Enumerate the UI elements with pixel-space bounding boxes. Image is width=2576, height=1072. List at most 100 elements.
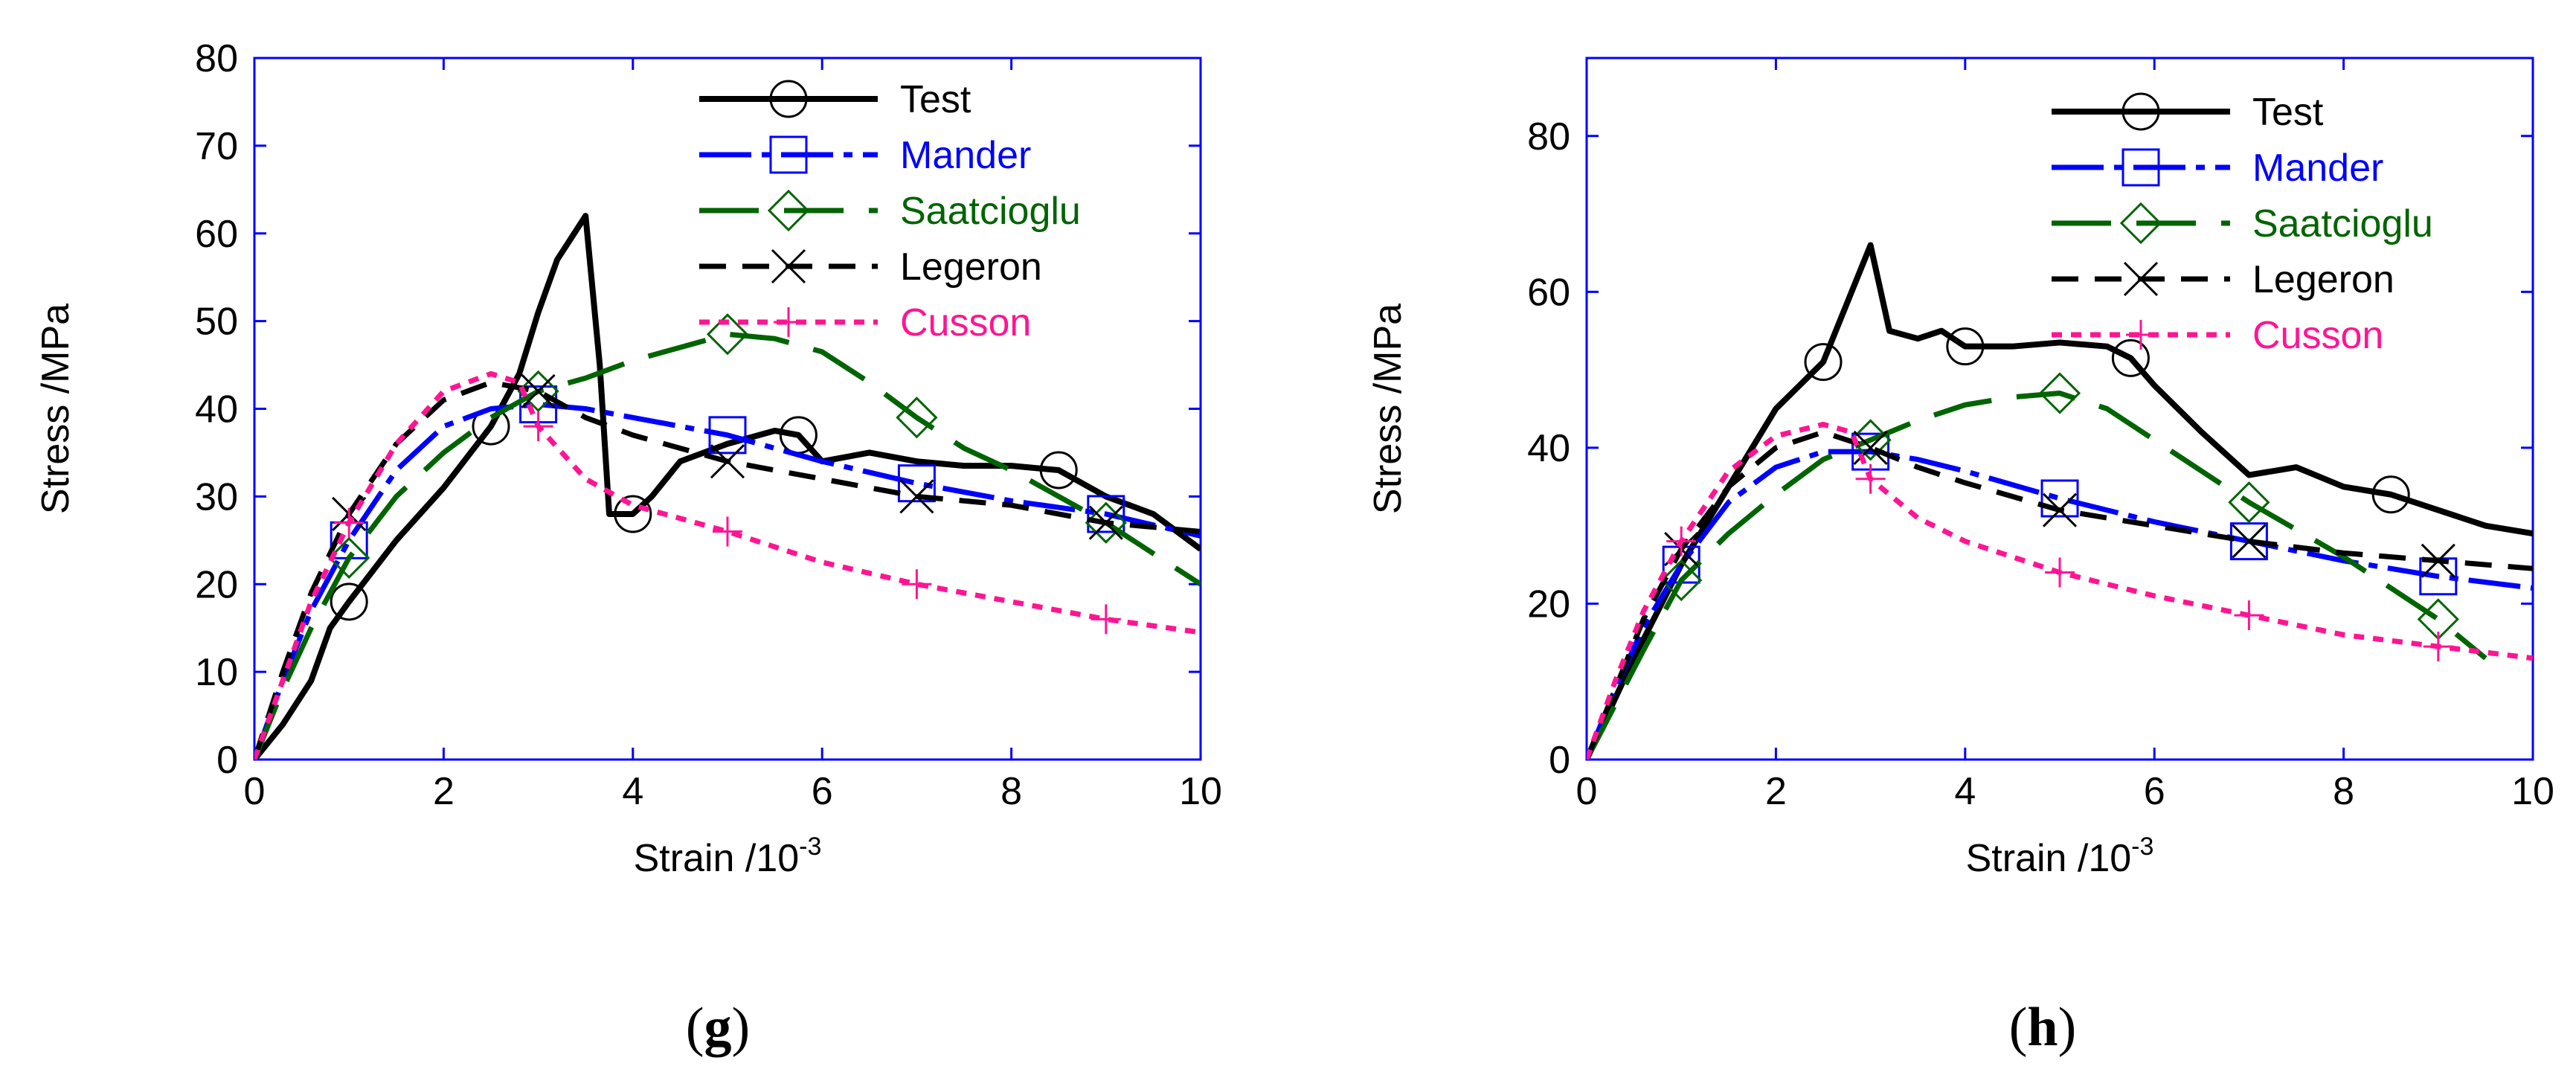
legend-marker-test-h bbox=[2121, 92, 2160, 131]
x-tick-label-g-0: 0 bbox=[244, 770, 266, 813]
series-line-saatcioglu-g bbox=[254, 331, 1201, 760]
x-tick-label-h-4: 4 bbox=[1954, 770, 1976, 813]
x-tick-label-g-6: 6 bbox=[812, 770, 833, 813]
y-tick-label-h-20: 20 bbox=[1527, 582, 1570, 626]
marker-cusson-g-2 bbox=[713, 516, 742, 547]
marker-test-g-4 bbox=[1039, 451, 1078, 490]
x-tick-label-g-8: 8 bbox=[1000, 770, 1022, 813]
legend-label-cusson-h: Cusson bbox=[2252, 314, 2383, 357]
x-axis-label-g: Strain /10-3 bbox=[634, 832, 822, 880]
x-tick-label-g-2: 2 bbox=[433, 770, 455, 813]
legend-marker-legeron-h bbox=[2123, 261, 2159, 297]
legend-marker-cusson-h bbox=[2126, 320, 2156, 350]
legend-marker-test-g bbox=[769, 80, 808, 118]
y-tick-label-g-60: 60 bbox=[195, 213, 238, 256]
x-axis-label-exponent-g: -3 bbox=[799, 832, 821, 861]
x-axis-label-text-h: Strain /10 bbox=[1966, 837, 2132, 880]
marker-legeron-g-4 bbox=[1088, 505, 1123, 540]
legend-label-mander-g: Mander bbox=[900, 134, 1031, 177]
marker-test-h-0 bbox=[1804, 343, 1843, 382]
y-tick-label-g-70: 70 bbox=[195, 125, 238, 168]
y-tick-label-h-40: 40 bbox=[1527, 427, 1570, 470]
legend-label-legeron-g: Legeron bbox=[900, 245, 1042, 289]
y-tick-label-h-0: 0 bbox=[1549, 739, 1570, 782]
legend-label-test-h: Test bbox=[2252, 91, 2324, 134]
marker-test-g-2 bbox=[614, 495, 652, 533]
series-line-saatcioglu-h bbox=[1587, 391, 2487, 760]
marker-cusson-g-0 bbox=[334, 507, 364, 538]
marker-saatcioglu-g-4 bbox=[1085, 501, 1127, 544]
y-tick-label-g-20: 20 bbox=[195, 563, 238, 606]
marker-test-h-2 bbox=[2111, 338, 2150, 377]
marker-legeron-g-1 bbox=[521, 373, 556, 408]
panel-label-h: (h) bbox=[2009, 997, 2076, 1058]
y-axis-label-g: Stress /MPa bbox=[34, 304, 77, 514]
marker-saatcioglu-h-2 bbox=[2038, 372, 2081, 414]
x-tick-label-g-10: 10 bbox=[1179, 770, 1222, 813]
panel-label-g-letter: g bbox=[704, 997, 732, 1058]
legend-label-legeron-h: Legeron bbox=[2252, 258, 2394, 301]
x-axis-label-exponent-h: -3 bbox=[2131, 832, 2153, 861]
y-tick-label-g-30: 30 bbox=[195, 475, 238, 519]
marker-mander-h-2 bbox=[2040, 479, 2079, 518]
marker-saatcioglu-h-0 bbox=[1660, 559, 1703, 602]
y-tick-label-g-50: 50 bbox=[195, 301, 238, 344]
marker-legeron-g-3 bbox=[899, 479, 934, 514]
series-line-legeron-g bbox=[254, 379, 1201, 760]
legend-marker-saatcioglu-h bbox=[2119, 202, 2162, 245]
plot-frame-h bbox=[1585, 57, 2534, 761]
marker-legeron-h-2 bbox=[2042, 492, 2078, 527]
chart-panel-h: 0 2 4 6 8 10 0 20 40 60 80 Strain /10-3 Stress /MPa T… bbox=[1366, 57, 2554, 880]
x-tick-label-g-4: 4 bbox=[622, 770, 643, 813]
legend-label-test-g: Test bbox=[900, 78, 971, 121]
series-line-test-h bbox=[1587, 242, 2533, 760]
y-tick-label-g-40: 40 bbox=[195, 388, 238, 431]
panel-label-h-letter: h bbox=[2027, 997, 2058, 1058]
marker-saatcioglu-g-0 bbox=[328, 536, 370, 580]
marker-cusson-g-4 bbox=[1091, 604, 1121, 635]
legend-label-saatcioglu-h: Saatcioglu bbox=[2252, 202, 2433, 245]
marker-saatcioglu-g-1 bbox=[517, 370, 559, 413]
marker-legeron-h-3 bbox=[2232, 524, 2267, 559]
marker-test-h-1 bbox=[1946, 327, 1985, 366]
x-tick-label-h-6: 6 bbox=[2144, 770, 2165, 813]
marker-cusson-g-1 bbox=[523, 411, 553, 442]
series-line-legeron-h bbox=[1587, 429, 2533, 760]
x-axis-label-h: Strain /10-3 bbox=[1966, 832, 2154, 880]
x-axis-label-text-g: Strain /10 bbox=[634, 837, 800, 880]
legend-marker-saatcioglu-g bbox=[767, 189, 810, 232]
y-tick-label-g-80: 80 bbox=[195, 37, 238, 80]
y-axis-label-h: Stress /MPa bbox=[1366, 304, 1410, 514]
marker-cusson-g-3 bbox=[902, 569, 932, 600]
legend-label-cusson-g: Cusson bbox=[900, 301, 1031, 344]
x-tick-label-h-0: 0 bbox=[1576, 770, 1598, 813]
legend-label-mander-h: Mander bbox=[2252, 147, 2383, 190]
legend-marker-cusson-g bbox=[774, 307, 803, 337]
y-tick-label-h-80: 80 bbox=[1527, 115, 1570, 158]
legend-marker-mander-h bbox=[2121, 148, 2160, 187]
y-tick-label-g-0: 0 bbox=[216, 739, 238, 782]
legend-label-saatcioglu-g: Saatcioglu bbox=[900, 190, 1081, 233]
series-line-test-g bbox=[254, 213, 1201, 760]
marker-saatcioglu-h-3 bbox=[2228, 481, 2270, 524]
marker-legeron-h-4 bbox=[2421, 543, 2455, 578]
marker-saatcioglu-g-3 bbox=[896, 397, 938, 439]
marker-mander-g-3 bbox=[897, 464, 936, 503]
marker-cusson-h-0 bbox=[1666, 526, 1697, 556]
panel-label-g: (g) bbox=[686, 997, 750, 1058]
marker-test-h-3 bbox=[2371, 475, 2410, 514]
legend-marker-legeron-g bbox=[771, 248, 806, 284]
legend-g: Test Mander Saatcioglu Legeron Cusson bbox=[699, 78, 1081, 344]
plot-area-g bbox=[254, 213, 1201, 760]
marker-saatcioglu-g-2 bbox=[706, 313, 749, 356]
chart-panel-g: 0 2 4 6 8 10 0 10 20 30 40 50 60 70 80 Strain /10-3 Stre… bbox=[34, 37, 1222, 880]
x-tick-label-h-2: 2 bbox=[1765, 770, 1787, 813]
y-tick-label-g-10: 10 bbox=[195, 651, 238, 694]
marker-legeron-g-2 bbox=[710, 444, 745, 479]
marker-cusson-h-2 bbox=[2045, 557, 2075, 588]
marker-cusson-h-4 bbox=[2423, 632, 2453, 662]
marker-mander-g-4 bbox=[1087, 495, 1125, 533]
y-tick-label-h-60: 60 bbox=[1527, 271, 1570, 314]
